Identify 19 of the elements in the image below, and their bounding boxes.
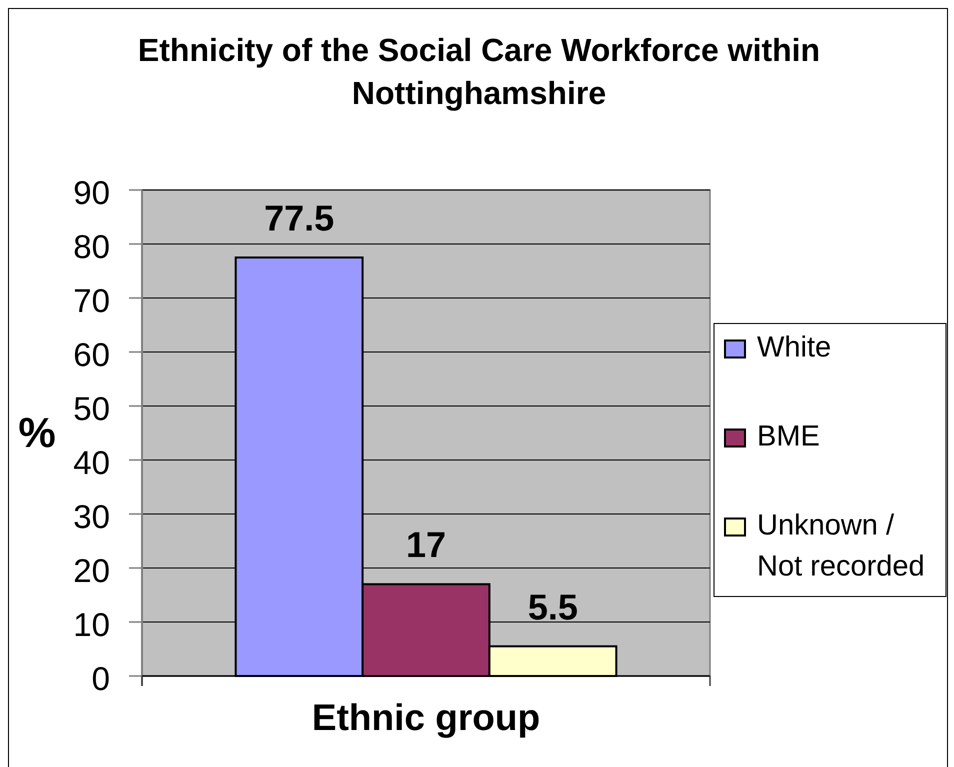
y-tick-label: 10 (73, 606, 110, 644)
y-axis-title: % (18, 409, 56, 456)
legend-label: Unknown / Not recorded (757, 510, 925, 582)
data-label: 77.5 (264, 198, 334, 238)
x-axis-title: Ethnic group (312, 697, 540, 738)
chart-title: Ethnicity of the Social Care Workforce within Nottinghamshire (138, 32, 820, 111)
data-label: 17 (406, 524, 446, 566)
y-tick-label: 80 (73, 228, 110, 266)
y-tick-label: 90 (73, 174, 110, 212)
legend-label: White (757, 332, 832, 364)
y-tick-label: 60 (73, 336, 110, 374)
y-tick-label: 0 (92, 660, 110, 698)
y-tick-label: 40 (73, 444, 110, 482)
y-tick-label: 50 (73, 390, 110, 428)
y-tick-label: 70 (73, 282, 110, 320)
y-tick-label: 30 (73, 498, 110, 536)
data-label: 5.5 (528, 586, 578, 628)
legend-label: BME (757, 420, 820, 452)
y-tick-label: 20 (73, 552, 110, 590)
